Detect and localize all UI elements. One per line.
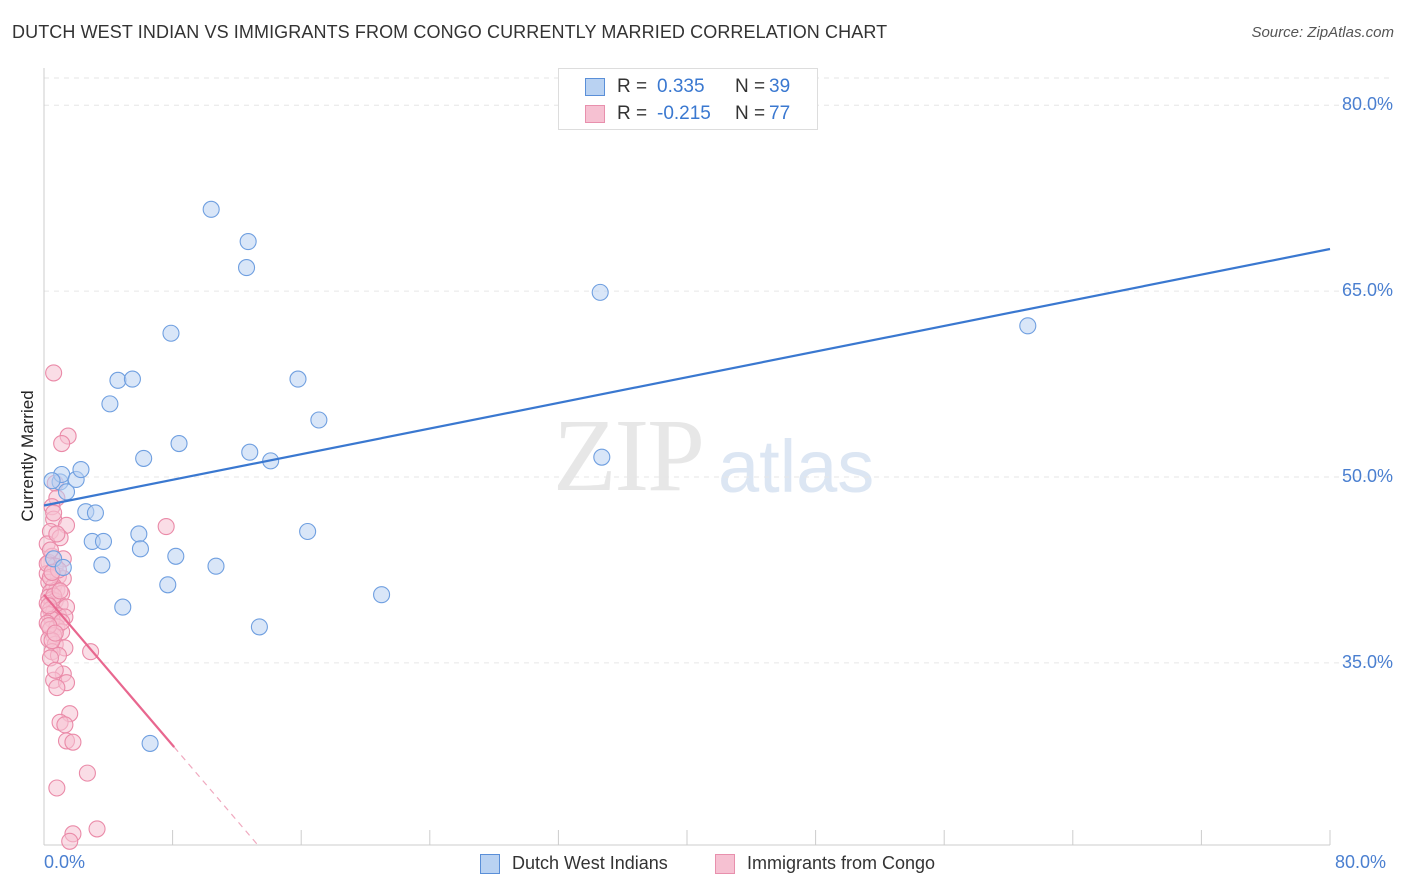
data-point-immigrants-from-congo xyxy=(78,764,96,782)
data-point-dutch-west-indians xyxy=(591,283,609,301)
data-point-dutch-west-indians xyxy=(239,233,257,251)
blue-swatch xyxy=(585,78,605,96)
data-point-immigrants-from-congo xyxy=(51,582,69,600)
data-point-dutch-west-indians xyxy=(94,532,113,550)
data-point-dutch-west-indians xyxy=(310,411,328,429)
data-point-dutch-west-indians xyxy=(131,540,149,558)
y-tick-label: 65.0% xyxy=(1341,280,1393,301)
trend-line-extension-immigrants-from-congo xyxy=(173,746,259,846)
data-point-dutch-west-indians xyxy=(101,395,119,413)
data-point-immigrants-from-congo xyxy=(46,624,64,642)
source-label: Source: ZipAtlas.com xyxy=(1251,24,1394,41)
data-point-dutch-west-indians xyxy=(162,324,180,342)
n-label: N = xyxy=(735,103,766,124)
r-label: R = xyxy=(617,76,648,97)
data-point-dutch-west-indians xyxy=(72,461,90,479)
data-point-immigrants-from-congo xyxy=(46,661,64,679)
data-point-immigrants-from-congo xyxy=(82,643,100,661)
data-point-dutch-west-indians xyxy=(207,557,225,575)
r-label: R = xyxy=(617,103,648,124)
data-point-dutch-west-indians xyxy=(250,618,268,636)
data-point-dutch-west-indians xyxy=(57,483,76,501)
y-axis-label: Currently Married xyxy=(18,390,37,522)
data-point-immigrants-from-congo xyxy=(45,364,63,382)
n-value: 39 xyxy=(769,76,791,97)
data-point-immigrants-from-congo xyxy=(48,779,66,797)
y-tick-label: 50.0% xyxy=(1341,465,1393,486)
data-point-immigrants-from-congo xyxy=(53,434,71,453)
data-point-dutch-west-indians xyxy=(1019,317,1037,335)
pink-legend-swatch xyxy=(715,854,735,874)
legend-label: Dutch West Indians xyxy=(512,853,668,873)
data-point-immigrants-from-congo xyxy=(88,820,106,838)
data-point-dutch-west-indians xyxy=(130,525,148,543)
data-point-immigrants-from-congo xyxy=(48,679,66,697)
data-point-dutch-west-indians xyxy=(170,434,188,453)
data-point-dutch-west-indians xyxy=(202,200,220,218)
data-point-dutch-west-indians xyxy=(299,522,317,541)
stats-box: R = 0.335 N = 39 R = -0.215 N = 77 xyxy=(558,68,818,130)
data-point-immigrants-from-congo xyxy=(61,832,79,850)
data-point-dutch-west-indians xyxy=(237,259,256,277)
pink-swatch xyxy=(585,105,605,123)
data-point-dutch-west-indians xyxy=(54,558,72,576)
data-point-immigrants-from-congo xyxy=(56,716,74,734)
data-point-dutch-west-indians xyxy=(109,371,127,389)
n-value: 77 xyxy=(769,103,791,124)
legend-label: Immigrants from Congo xyxy=(747,853,936,873)
watermark-atlas: atlas xyxy=(718,425,875,508)
data-point-immigrants-from-congo xyxy=(45,504,63,522)
x-tick-label-min: 0.0% xyxy=(44,852,86,872)
chart-title: DUTCH WEST INDIAN VS IMMIGRANTS FROM CON… xyxy=(12,22,888,42)
data-point-dutch-west-indians xyxy=(86,504,104,522)
data-point-immigrants-from-congo xyxy=(40,597,58,615)
n-label: N = xyxy=(735,76,766,97)
data-point-dutch-west-indians xyxy=(373,586,391,604)
data-point-dutch-west-indians xyxy=(159,576,177,594)
y-tick-label: 80.0% xyxy=(1341,94,1393,115)
data-point-dutch-west-indians xyxy=(43,472,61,490)
data-point-dutch-west-indians xyxy=(167,547,185,565)
data-point-dutch-west-indians xyxy=(123,370,141,388)
y-tick-label: 35.0% xyxy=(1341,651,1393,672)
data-point-dutch-west-indians xyxy=(289,370,307,388)
data-point-dutch-west-indians xyxy=(593,448,611,466)
data-point-immigrants-from-congo xyxy=(157,518,175,536)
trend-line-immigrants-from-congo xyxy=(43,593,176,748)
data-point-immigrants-from-congo xyxy=(48,525,66,543)
data-point-dutch-west-indians xyxy=(141,734,159,752)
data-point-dutch-west-indians xyxy=(114,598,132,616)
data-point-dutch-west-indians xyxy=(135,449,153,467)
r-value: 0.335 xyxy=(657,76,705,97)
watermark-zip: ZIP xyxy=(553,398,705,513)
data-point-dutch-west-indians xyxy=(241,443,259,461)
r-value: -0.215 xyxy=(657,103,711,124)
x-tick-label-max: 80.0% xyxy=(1335,852,1387,872)
data-point-immigrants-from-congo xyxy=(64,733,82,751)
blue-legend-swatch xyxy=(480,854,500,874)
data-point-dutch-west-indians xyxy=(93,556,111,574)
trend-line-dutch-west-indians xyxy=(43,247,1331,507)
